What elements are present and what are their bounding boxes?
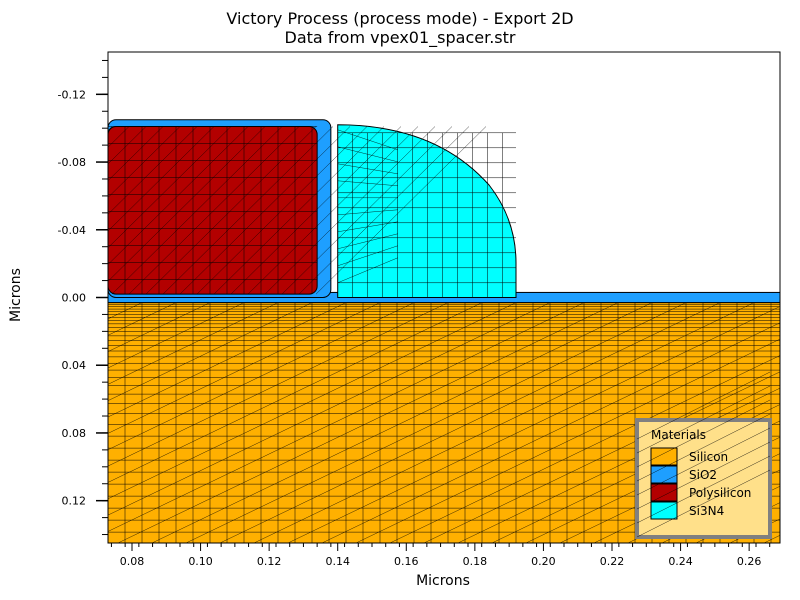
mesh-line — [337, 163, 398, 175]
y-tick-label: 0.04 — [62, 359, 87, 372]
x-tick-label: 0.16 — [394, 555, 419, 568]
region-si3n4-4 — [337, 124, 517, 298]
mesh-line — [337, 257, 398, 283]
x-tick-label: 0.08 — [120, 555, 145, 568]
region-polysilicon-3 — [108, 125, 318, 295]
mesh-line — [247, 126, 419, 295]
legend-label: Silicon — [689, 450, 728, 464]
mesh-line — [117, 302, 619, 543]
mesh-line — [525, 420, 780, 543]
mesh-line — [337, 221, 398, 233]
legend: Materials Silicon SiO2 Polysilicon Si3N4 — [635, 371, 772, 539]
legend-label: Si3N4 — [689, 504, 724, 518]
y-axis: -0.12 -0.08 -0.04 0.00 0.04 0.08 0.12 — [58, 59, 108, 536]
mesh-line — [179, 126, 351, 295]
y-tick-label: 0.12 — [62, 495, 87, 508]
mesh-line — [636, 385, 771, 454]
mesh-line — [151, 302, 653, 543]
mesh-line — [636, 469, 771, 538]
mesh-line — [108, 302, 279, 385]
y-tick-label: -0.12 — [58, 88, 86, 101]
mesh-line — [287, 306, 780, 543]
mesh-line — [337, 180, 398, 187]
mesh-line — [108, 126, 181, 198]
mesh-line — [162, 126, 334, 295]
mesh-line — [108, 126, 215, 232]
mesh-line — [337, 209, 398, 216]
legend-swatch — [650, 501, 678, 520]
legend-label: SiO2 — [689, 468, 717, 482]
mesh-line — [321, 322, 780, 543]
mesh-line — [108, 302, 585, 532]
mesh-line — [145, 126, 317, 295]
legend-label: Polysilicon — [689, 486, 751, 500]
mesh-line — [281, 126, 453, 295]
y-tick-label: 0.08 — [62, 427, 87, 440]
mesh-line — [636, 441, 771, 510]
mesh-line — [636, 399, 771, 468]
mesh-line — [636, 413, 771, 482]
mesh-line — [108, 126, 266, 282]
mesh-line — [108, 126, 147, 165]
mesh-line — [337, 233, 398, 249]
legend-swatch — [650, 483, 678, 502]
x-tick-label: 0.20 — [531, 555, 556, 568]
mesh-line — [196, 126, 368, 295]
mesh-line — [337, 245, 398, 266]
mesh-line — [337, 129, 398, 150]
x-tick-label: 0.24 — [668, 555, 693, 568]
x-tick-label: 0.26 — [737, 555, 762, 568]
mesh-line — [108, 302, 245, 369]
mesh-line — [108, 302, 109, 303]
x-tick-label: 0.14 — [325, 555, 350, 568]
mesh-line — [111, 126, 283, 295]
legend-swatch — [650, 447, 678, 466]
y-tick-label: 0.00 — [62, 292, 87, 305]
mesh-line — [108, 302, 551, 516]
mesh-lines — [108, 126, 780, 543]
x-tick-label: 0.22 — [600, 555, 625, 568]
mesh-line — [213, 126, 385, 295]
mesh-line — [219, 302, 721, 543]
mesh-line — [337, 146, 398, 162]
x-tick-label: 0.10 — [188, 555, 213, 568]
mesh-line — [298, 126, 470, 295]
mesh-line — [108, 302, 415, 450]
mesh-line — [108, 302, 211, 352]
mesh-line — [264, 126, 436, 295]
mesh-line — [108, 302, 347, 418]
mesh-line — [108, 302, 483, 483]
mesh-line — [355, 338, 780, 543]
y-tick-label: -0.08 — [58, 156, 86, 169]
mesh-line — [108, 126, 232, 249]
chart-title: Victory Process (process mode) - Export … — [226, 9, 574, 28]
mesh-line — [128, 126, 300, 295]
y-axis-label: Microns — [8, 268, 24, 322]
chart-subtitle: Data from vpex01_spacer.str — [284, 28, 516, 47]
y-tick-label: -0.04 — [58, 224, 86, 237]
x-tick-label: 0.12 — [257, 555, 282, 568]
mesh-line — [108, 126, 164, 182]
mesh-line — [108, 126, 249, 265]
legend-swatch — [650, 465, 678, 484]
mesh-line — [636, 371, 771, 440]
mesh-line — [253, 302, 755, 543]
x-tick-label: 0.18 — [463, 555, 488, 568]
x-axis-label: Microns — [416, 573, 470, 589]
mesh-line — [636, 427, 771, 496]
mesh-line — [108, 126, 198, 215]
legend-title: Materials — [651, 428, 706, 442]
mesh-line — [185, 302, 687, 543]
mesh-line — [108, 302, 449, 467]
mesh-line — [230, 126, 402, 295]
mesh-line — [108, 302, 313, 401]
mesh-line — [108, 302, 517, 499]
mesh-line — [636, 455, 771, 524]
mesh-line — [108, 302, 381, 434]
mesh-line — [695, 502, 780, 543]
x-axis: 0.08 0.10 0.12 0.14 0.16 0.18 0.20 0.22 0.24 0.26 — [110, 543, 771, 568]
